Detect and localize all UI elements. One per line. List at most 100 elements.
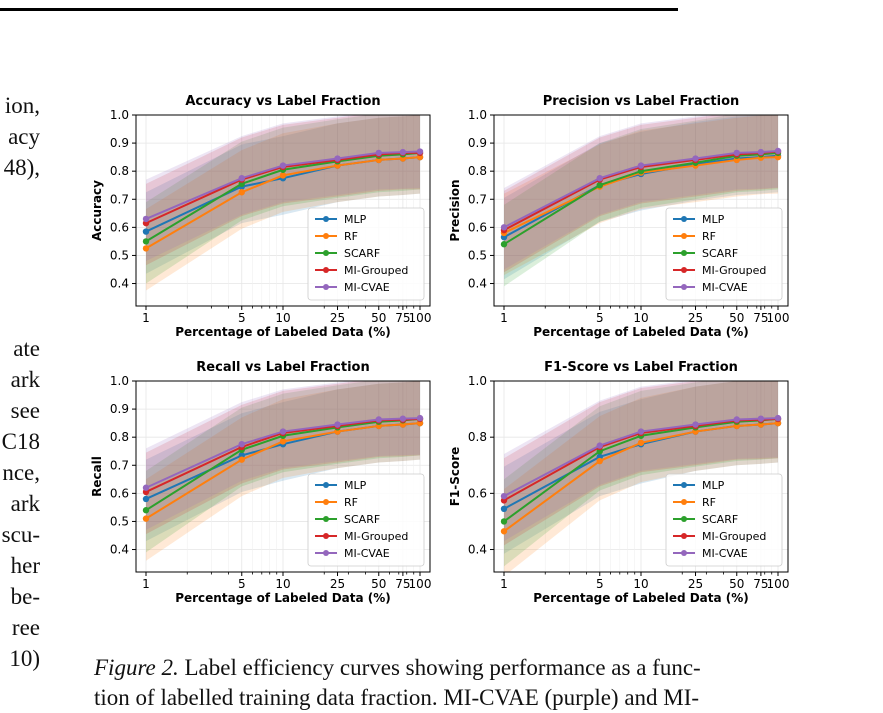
x-tick-label: 5 xyxy=(238,577,246,591)
legend-item-mi-cvae: MI-CVAE xyxy=(315,547,390,560)
y-tick-label: 0.6 xyxy=(110,486,129,500)
y-tick-label: 0.5 xyxy=(468,248,487,262)
data-point-scarf xyxy=(500,241,508,248)
legend-item-mlp: MLP xyxy=(673,479,725,492)
caption-line-2: tion of labelled training data fraction.… xyxy=(94,685,700,710)
data-point-mi-cvae xyxy=(416,148,424,155)
legend-label: MI-Grouped xyxy=(344,530,408,543)
band-rf xyxy=(504,115,778,276)
data-point-mi-cvae xyxy=(334,155,341,162)
legend-item-scarf: SCARF xyxy=(673,247,738,260)
x-tick-label: 10 xyxy=(633,311,648,325)
legend-marker xyxy=(323,250,329,256)
left-column-text-upper: ion, acy 48), xyxy=(0,90,40,183)
data-point-rf xyxy=(279,172,287,179)
data-point-scarf xyxy=(596,182,603,189)
data-point-scarf xyxy=(142,238,150,245)
data-point-rf xyxy=(238,456,245,463)
legend-item-rf: RF xyxy=(315,496,358,509)
legend-label: MLP xyxy=(344,213,367,226)
legend-label: MLP xyxy=(702,213,725,226)
top-rule xyxy=(0,8,678,11)
legend-marker xyxy=(681,233,687,239)
y-tick-label: 0.8 xyxy=(110,164,129,178)
legend-label: RF xyxy=(702,230,716,243)
data-point-mi-cvae xyxy=(279,428,287,435)
y-tick-label: 0.7 xyxy=(110,458,129,472)
legend-label: SCARF xyxy=(702,513,738,526)
legend-marker xyxy=(681,250,687,256)
band-mlp xyxy=(146,381,420,542)
x-tick-label: 50 xyxy=(729,311,744,325)
legend-marker xyxy=(681,550,687,556)
legend-item-mlp: MLP xyxy=(673,213,725,226)
body-line: C18 xyxy=(1,429,40,454)
band-scarf xyxy=(504,381,778,567)
y-tick-label: 1.0 xyxy=(110,374,129,388)
chart-title: F1-Score vs Label Fraction xyxy=(544,360,738,375)
legend-label: MI-Grouped xyxy=(702,530,766,543)
y-tick-label: 0.6 xyxy=(468,486,487,500)
data-point-mi-cvae xyxy=(774,414,782,422)
data-point-mi-cvae xyxy=(238,174,245,182)
legend-item-mi-cvae: MI-CVAE xyxy=(673,281,748,294)
x-tick-label: 50 xyxy=(371,311,386,325)
legend-box xyxy=(665,207,783,301)
legend-item-mi-grouped: MI-Grouped xyxy=(315,264,408,277)
x-tick-label: 75 xyxy=(753,577,768,591)
body-line: ion, xyxy=(4,93,40,118)
body-line: ark xyxy=(10,491,40,516)
y-tick-label: 0.4 xyxy=(110,543,129,557)
x-tick-label: 25 xyxy=(330,311,345,325)
data-point-mi-cvae xyxy=(733,149,740,157)
legend-label: RF xyxy=(702,496,716,509)
chart-title: Recall vs Label Fraction xyxy=(196,360,369,375)
legend-marker xyxy=(323,499,329,505)
legend-marker xyxy=(681,216,687,222)
y-tick-label: 0.8 xyxy=(110,430,129,444)
data-point-mi-cvae xyxy=(757,415,765,422)
body-line: acy xyxy=(8,124,40,149)
legend-box xyxy=(665,473,783,567)
y-tick-label: 0.5 xyxy=(110,514,129,528)
data-point-mi-cvae xyxy=(142,484,150,491)
legend-item-mi-grouped: MI-Grouped xyxy=(315,530,408,543)
body-line: see xyxy=(10,398,40,423)
y-tick-label: 1.0 xyxy=(468,108,487,122)
legend-box xyxy=(307,207,425,301)
legend-marker xyxy=(681,267,687,273)
x-tick-label: 5 xyxy=(238,311,246,325)
band-mi-grouped xyxy=(146,381,420,535)
legend-label: MI-CVAE xyxy=(702,547,748,560)
data-point-mi-cvae xyxy=(279,162,287,169)
legend-item-scarf: SCARF xyxy=(673,513,738,526)
legend: MLP RF SCARF MI-Grouped MI-CVAE xyxy=(665,207,783,301)
x-axis-label: Percentage of Labeled Data (%) xyxy=(175,325,391,339)
body-line: scu- xyxy=(1,522,40,547)
data-point-rf xyxy=(637,439,645,446)
band-mi-cvae xyxy=(504,115,778,270)
legend-marker xyxy=(681,533,687,539)
data-point-scarf xyxy=(142,507,150,514)
legend-label: MI-CVAE xyxy=(344,281,390,294)
caption-text-1: Label efficiency curves showing performa… xyxy=(178,655,701,680)
legend-marker xyxy=(323,516,329,522)
legend-label: MLP xyxy=(702,479,725,492)
legend-marker xyxy=(323,267,329,273)
figure-charts: 0.40.50.60.70.80.91.01 5 10 25 50 75100Accura… xyxy=(90,94,789,605)
x-tick-label: 10 xyxy=(275,311,290,325)
body-line: be- xyxy=(10,584,40,609)
legend-item-mi-cvae: MI-CVAE xyxy=(315,281,390,294)
band-mi-cvae xyxy=(146,115,420,262)
x-tick-label: 1 xyxy=(142,577,150,591)
x-tick-label: 100 xyxy=(767,577,790,591)
y-tick-label: 0.5 xyxy=(110,248,129,262)
body-line: 10) xyxy=(9,646,40,671)
data-point-rf xyxy=(279,438,287,445)
legend-label: MI-Grouped xyxy=(344,264,408,277)
data-point-mi-cvae xyxy=(774,147,782,155)
x-axis-label: Percentage of Labeled Data (%) xyxy=(533,325,749,339)
data-point-mi-cvae xyxy=(416,414,424,422)
